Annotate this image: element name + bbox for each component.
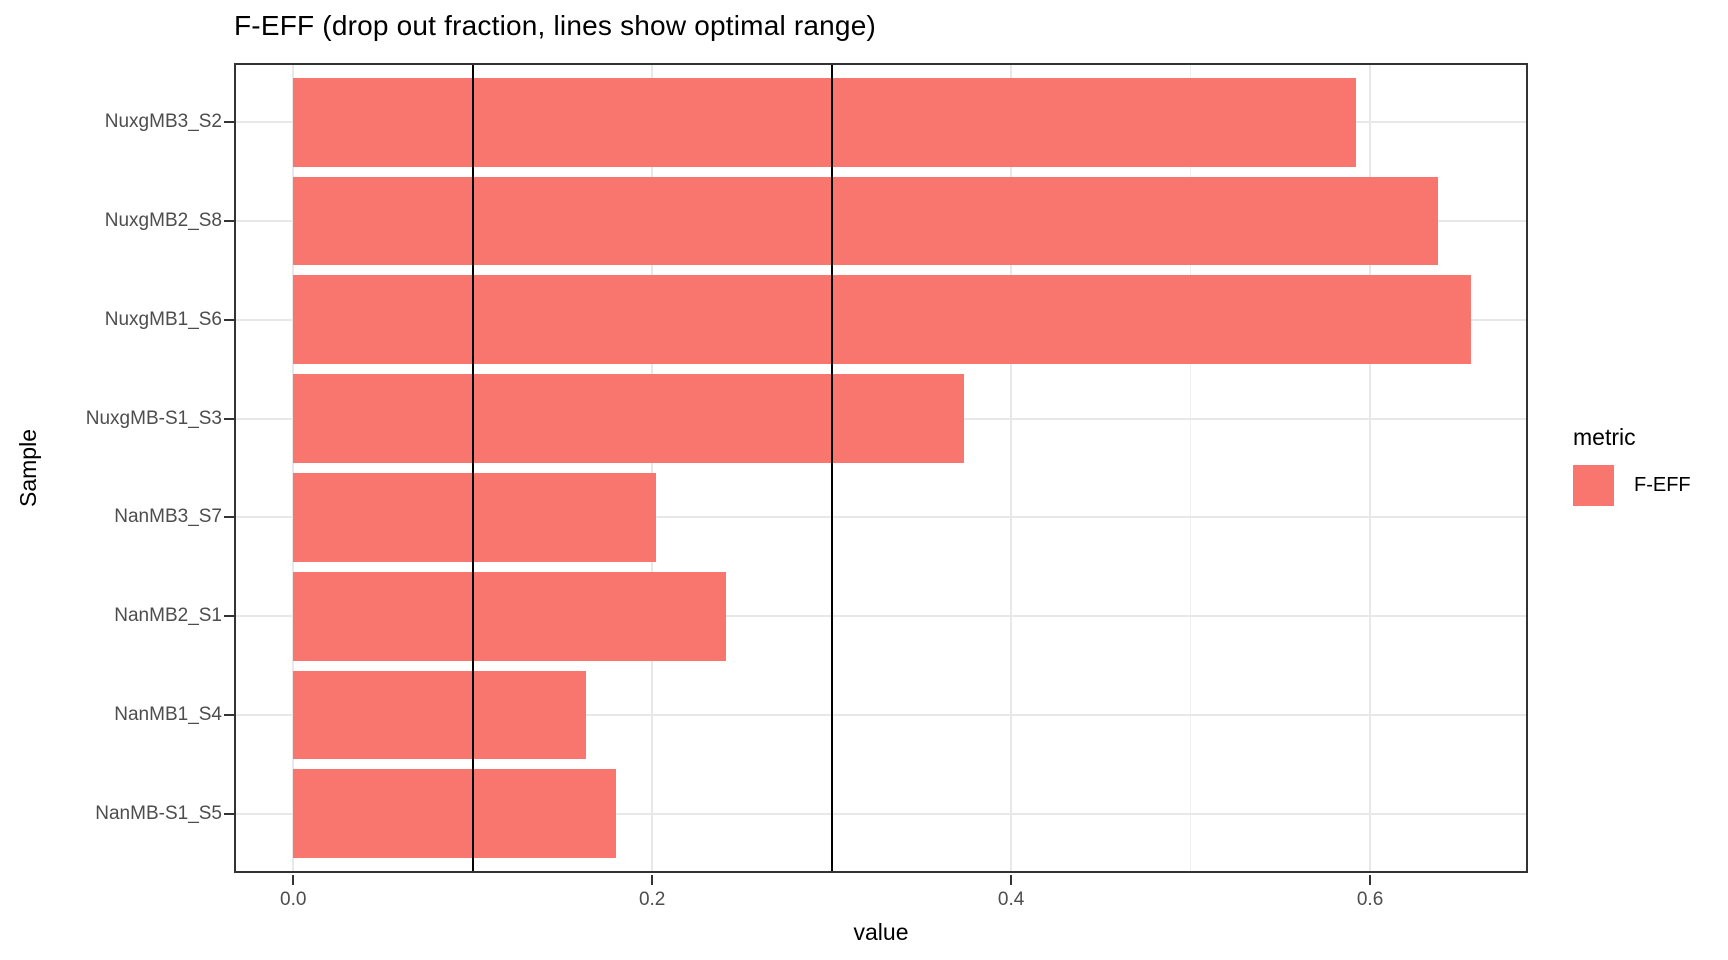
- legend-item-label: F-EFF: [1634, 474, 1691, 496]
- y-tick-label: NuxgMB-S1_S3: [85, 407, 222, 429]
- legend: metric F-EFF: [1573, 424, 1691, 506]
- legend-title: metric: [1573, 424, 1636, 450]
- horizontal-gridline: [234, 615, 1528, 618]
- y-tick-mark: [224, 220, 234, 223]
- bar-NanMB1_S4: [293, 670, 586, 760]
- x-tick-label: 0.0: [280, 889, 307, 910]
- y-tick-label: NanMB3_S7: [114, 506, 222, 528]
- horizontal-gridline: [234, 812, 1528, 815]
- bar-NanMB2_S1: [293, 571, 726, 661]
- x-tick-label: 0.2: [638, 889, 666, 910]
- plot-panel: [234, 63, 1528, 873]
- x-tick-mark: [1010, 875, 1013, 885]
- major-gridline: [292, 63, 295, 873]
- y-tick-label: NuxgMB3_S2: [104, 111, 222, 133]
- y-tick-label: NanMB1_S4: [114, 703, 222, 725]
- bar-NuxgMB2_S8: [293, 176, 1439, 266]
- x-tick-mark: [1369, 875, 1372, 885]
- bar-NanMB-S1_S5: [293, 769, 617, 859]
- x-tick-mark: [651, 875, 654, 885]
- x-tick-label: 0.6: [1356, 889, 1384, 910]
- bar-NuxgMB3_S2: [293, 77, 1356, 167]
- minor-gridline: [1190, 63, 1192, 873]
- optimal-range-line: [830, 63, 833, 873]
- major-gridline: [651, 63, 654, 873]
- horizontal-gridline: [234, 713, 1528, 716]
- horizontal-gridline: [234, 516, 1528, 519]
- bar-NuxgMB-S1_S3: [293, 374, 965, 464]
- legend-items: F-EFF: [1573, 465, 1691, 506]
- legend-item: F-EFF: [1573, 465, 1691, 506]
- y-tick-label: NanMB-S1_S5: [95, 802, 222, 824]
- x-axis-title: value: [853, 919, 909, 945]
- chart-title: F-EFF (drop out fraction, lines show opt…: [234, 10, 877, 41]
- bar-NuxgMB1_S6: [293, 275, 1471, 365]
- y-tick-mark: [224, 121, 234, 124]
- y-tick-mark: [224, 615, 234, 618]
- x-tick-mark: [292, 875, 295, 885]
- y-tick-mark: [224, 812, 234, 815]
- y-tick-mark: [224, 713, 234, 716]
- y-tick-label: NuxgMB2_S8: [104, 210, 222, 232]
- y-tick-label: NuxgMB1_S6: [104, 308, 222, 330]
- legend-key-swatch: [1573, 465, 1614, 506]
- y-tick-mark: [224, 417, 234, 420]
- optimal-range-line: [471, 63, 474, 873]
- y-axis-title: Sample: [15, 429, 41, 507]
- x-tick-label: 0.4: [997, 889, 1025, 910]
- bar-NanMB3_S7: [293, 472, 656, 562]
- y-tick-mark: [224, 318, 234, 321]
- y-tick-mark: [224, 516, 234, 519]
- y-tick-label: NanMB2_S1: [114, 605, 222, 627]
- major-gridline: [1010, 63, 1013, 873]
- major-gridline: [1369, 63, 1372, 873]
